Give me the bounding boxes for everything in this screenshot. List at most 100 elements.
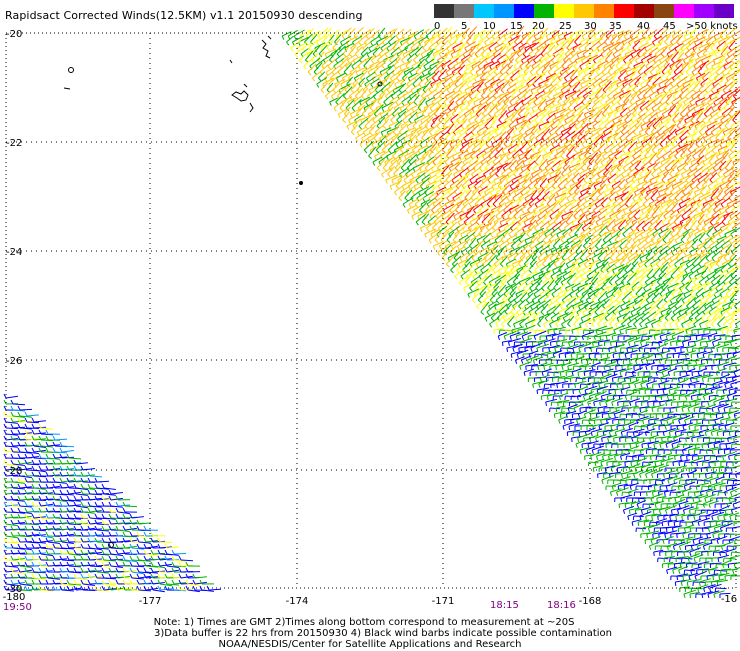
wind-barb — [701, 95, 713, 103]
wind-barb — [718, 76, 726, 85]
wind-barb — [671, 29, 682, 37]
wind-barb — [584, 109, 595, 115]
wind-barb — [442, 116, 452, 127]
wind-barb — [582, 113, 594, 121]
wind-barb — [462, 261, 471, 271]
wind-barb — [699, 102, 709, 109]
wind-barb — [414, 87, 423, 97]
wind-barb — [700, 120, 711, 127]
wind-barb-flag — [487, 179, 491, 184]
wind-barb — [570, 46, 578, 55]
wind-barb-flag — [460, 125, 465, 130]
wind-barb — [449, 93, 460, 103]
wind-barb-flag — [694, 83, 698, 88]
wind-barb-flag — [512, 197, 516, 202]
wind-barb-flag — [683, 59, 686, 64]
wind-barb-flag — [703, 113, 708, 118]
wind-barb — [399, 167, 410, 175]
wind-barb-flag — [580, 209, 584, 214]
wind-barb-flag — [651, 257, 656, 262]
wind-barb — [336, 45, 346, 55]
wind-barb-flag — [432, 77, 436, 82]
wind-barb-flag — [503, 35, 507, 40]
wind-barb-flag — [632, 197, 636, 202]
wind-barb — [593, 54, 603, 61]
wind-barb-flag — [636, 77, 640, 82]
wind-barb-flag — [554, 89, 558, 94]
wind-barb — [695, 97, 706, 103]
wind-barb-flag — [413, 59, 417, 64]
wind-barb-flag — [685, 71, 690, 76]
wind-barb — [634, 76, 642, 85]
wind-barb — [517, 65, 529, 73]
wind-barb-flag — [446, 197, 450, 202]
wind-barb — [591, 60, 601, 67]
wind-barb — [698, 108, 708, 115]
wind-barb — [715, 62, 726, 73]
legend-swatch — [514, 4, 534, 18]
wind-barb — [540, 110, 550, 121]
wind-barb — [647, 55, 657, 61]
wind-barb — [369, 60, 380, 67]
wind-barb-flag — [576, 77, 580, 82]
wind-barb-flag — [684, 119, 687, 124]
wind-barb-flag — [711, 107, 715, 112]
wind-barb-flag — [445, 71, 449, 76]
wind-barb — [628, 77, 637, 85]
wind-barb — [467, 138, 479, 145]
wind-barb — [661, 214, 672, 223]
wind-barb-flag — [486, 203, 491, 208]
wind-barb — [731, 30, 740, 37]
wind-barb — [686, 80, 696, 91]
wind-barb — [541, 90, 552, 97]
wind-barb — [300, 48, 309, 55]
wind-barb — [410, 191, 419, 199]
wind-barb — [319, 64, 329, 73]
wind-barb — [564, 69, 575, 79]
wind-barb-flag — [468, 95, 473, 100]
wind-barb-flag — [494, 131, 499, 136]
wind-barb-flag — [622, 209, 626, 214]
wind-barb-flag — [684, 269, 688, 274]
wind-barb — [530, 84, 542, 91]
wind-barb — [561, 164, 571, 175]
wind-barb — [518, 121, 528, 133]
wind-barb — [392, 122, 402, 133]
wind-barb-flag — [637, 179, 641, 184]
wind-barb — [416, 39, 425, 49]
wind-barb — [514, 78, 525, 85]
wind-barb-flag — [532, 83, 536, 88]
wind-barb — [640, 35, 651, 43]
legend-label: 35 — [609, 21, 622, 32]
wind-barb — [620, 82, 629, 91]
wind-barb-flag — [399, 149, 404, 153]
wind-barb — [609, 99, 620, 109]
wind-barb — [376, 35, 389, 43]
wind-barb — [489, 126, 502, 133]
wind-barb — [596, 191, 605, 199]
wind-barb — [491, 93, 503, 103]
wind-barb-flag — [378, 95, 383, 100]
wind-barb — [418, 35, 429, 43]
wind-barb-flag — [342, 53, 347, 57]
wind-barb-flag — [597, 173, 601, 178]
wind-barb-flag — [595, 263, 599, 268]
wind-barb — [557, 94, 564, 103]
wind-barb-flag — [355, 71, 359, 76]
wind-barb — [631, 65, 640, 73]
wind-barb — [545, 29, 557, 37]
wind-barb-flag — [595, 71, 600, 76]
wind-barb-flag — [698, 131, 703, 136]
wind-barb — [448, 119, 460, 127]
wind-barb-flag — [390, 119, 394, 124]
wind-barb — [357, 58, 367, 67]
wind-barb-flag — [644, 131, 649, 136]
wind-barb — [340, 35, 352, 43]
wind-barb-flag — [394, 191, 398, 196]
wind-barb-flag — [588, 119, 592, 124]
wind-barb — [333, 58, 345, 67]
wind-barb — [381, 101, 394, 109]
wind-barb — [654, 47, 664, 55]
wind-barb-flag — [324, 53, 328, 58]
wind-barb-flag — [521, 59, 524, 64]
